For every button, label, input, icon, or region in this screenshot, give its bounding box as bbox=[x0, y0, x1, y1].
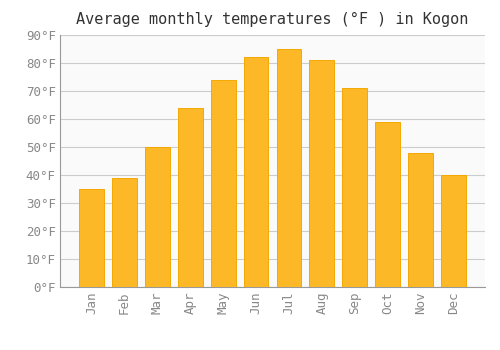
Bar bbox=[342, 88, 367, 287]
Bar bbox=[408, 153, 433, 287]
Bar bbox=[276, 49, 301, 287]
Bar bbox=[178, 108, 203, 287]
Bar bbox=[441, 175, 466, 287]
Bar bbox=[112, 178, 137, 287]
Bar bbox=[376, 122, 400, 287]
Bar bbox=[145, 147, 170, 287]
Bar bbox=[211, 80, 236, 287]
Bar bbox=[244, 57, 268, 287]
Bar bbox=[80, 189, 104, 287]
Title: Average monthly temperatures (°F ) in Kogon: Average monthly temperatures (°F ) in Ko… bbox=[76, 12, 468, 27]
Bar bbox=[310, 60, 334, 287]
